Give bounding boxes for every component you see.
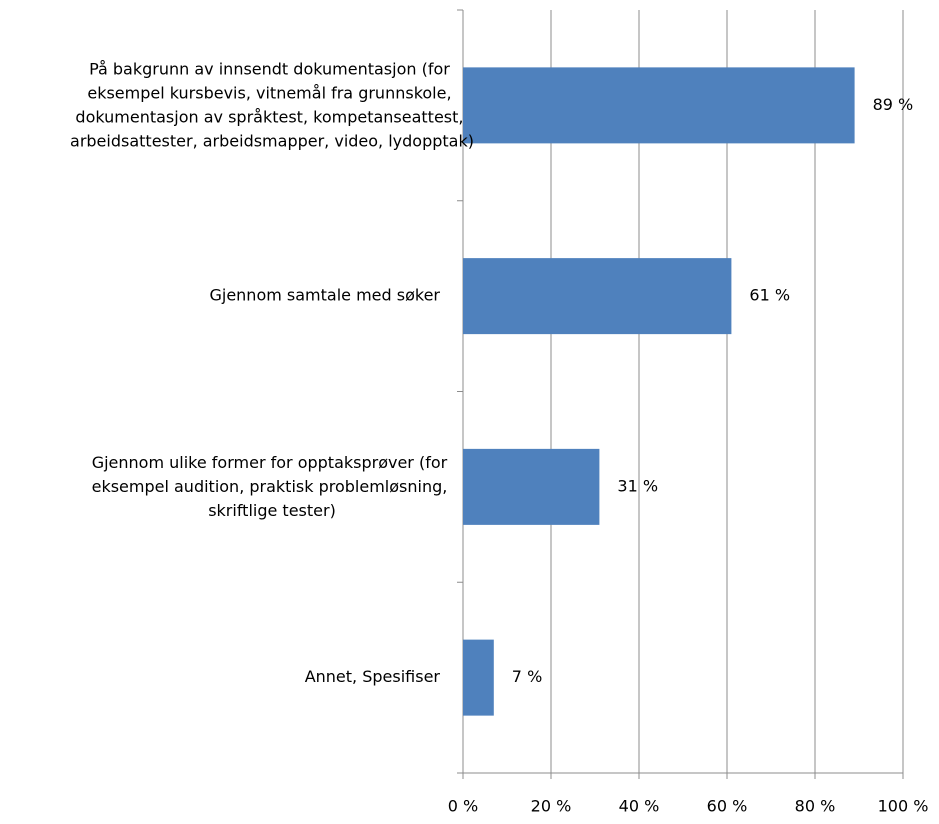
x-tick-label: 40 % (619, 797, 660, 816)
value-label: 31 % (617, 476, 658, 495)
x-tick-label: 0 % (448, 797, 478, 816)
category-label: Gjennom ulike former for opptaksprøver (… (92, 452, 453, 519)
category-label: Annet, Spesifiser (305, 667, 441, 686)
value-label: 61 % (749, 286, 790, 305)
bar (463, 258, 732, 335)
x-tick-label: 60 % (707, 797, 748, 816)
label-line: dokumentasjon av språktest, kompetanseat… (75, 107, 468, 126)
label-line: arbeidsattester, arbeidsmapper, video, l… (70, 131, 474, 150)
x-tick-label: 100 % (878, 797, 929, 816)
category-label: På bakgrunn av innsendt dokumentasjon (f… (70, 59, 474, 150)
label-line: skriftlige tester) (208, 500, 336, 519)
label-line: På bakgrunn av innsendt dokumentasjon (f… (89, 59, 455, 78)
x-tick-label: 80 % (795, 797, 836, 816)
label-line: eksempel audition, praktisk problemløsni… (92, 476, 453, 495)
bar (463, 639, 494, 716)
bar (463, 67, 855, 144)
value-label: 7 % (512, 667, 542, 686)
label-line: Gjennom ulike former for opptaksprøver (… (92, 452, 453, 471)
bar (463, 448, 600, 525)
x-tick-label: 20 % (531, 797, 572, 816)
value-label: 89 % (873, 95, 914, 114)
category-label: Gjennom samtale med søker (209, 286, 440, 305)
label-line: eksempel kursbevis, vitnemål fra grunnsk… (87, 83, 456, 102)
